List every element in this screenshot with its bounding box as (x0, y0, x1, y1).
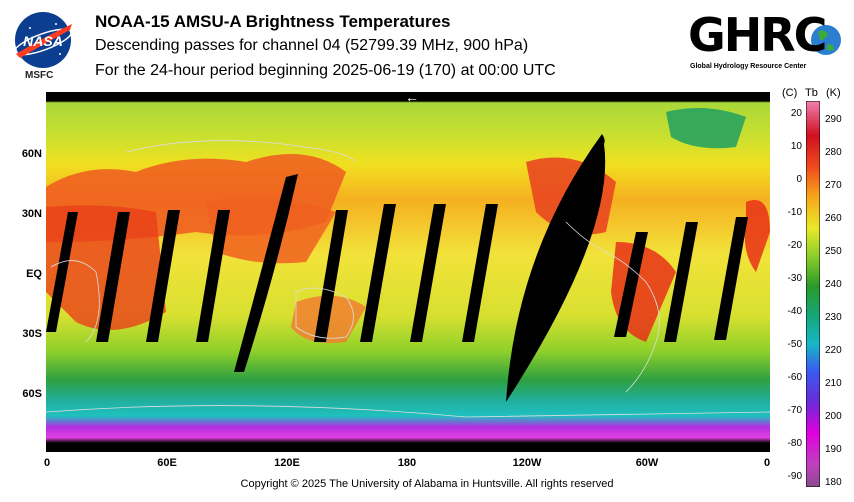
colorbar-celsius-tick: -80 (787, 438, 802, 449)
lon-label-120w: 120W (512, 457, 542, 469)
lon-label-120e: 120E (274, 457, 300, 469)
colorbar-kelvin-tick: 280 (825, 147, 842, 158)
colorbar-celsius-tick: 10 (790, 141, 802, 152)
colorbar-celsius-tick: -40 (787, 306, 802, 317)
colorbar-celsius-tick: 20 (790, 108, 802, 119)
colorbar-kelvin-tick: 290 (825, 114, 842, 125)
colorbar-unit-kelvin: (K) (826, 87, 841, 99)
nasa-logo: NASA (12, 10, 76, 84)
colorbar-kelvin-tick: 180 (825, 477, 842, 488)
colorbar-celsius-tick: -70 (787, 405, 802, 416)
colorbar-kelvin-tick: 250 (825, 246, 842, 257)
ghrc-logo (686, 10, 848, 76)
chart-title: NOAA-15 AMSU-A Brightness Temperatures (95, 12, 451, 31)
colorbar-kelvin-tick: 230 (825, 312, 842, 323)
colorbar-kelvin-tick: 210 (825, 378, 842, 389)
lon-label-180: 180 (397, 457, 417, 469)
brightness-temperature-map (45, 92, 771, 452)
colorbar-kelvin-tick: 200 (825, 411, 842, 422)
msfc-label: MSFC (25, 70, 54, 81)
colorbar-celsius-tick: -20 (787, 240, 802, 251)
lat-label-60n: 60N (21, 148, 42, 160)
colorbar-kelvin-tick: 260 (825, 213, 842, 224)
direction-arrow-icon: ← (405, 89, 419, 105)
ghrc-wordmark: GHRC (688, 8, 827, 62)
lat-label-30s: 30S (22, 328, 42, 340)
colorbar-title: Tb (805, 87, 818, 99)
colorbar-celsius-tick: -60 (787, 372, 802, 383)
colorbar-kelvin-tick: 220 (825, 345, 842, 356)
lon-label-0-right: 0 (763, 457, 771, 469)
lat-label-eq: EQ (26, 268, 42, 280)
lat-label-60s: 60S (22, 388, 42, 400)
lon-label-60e: 60E (157, 457, 177, 469)
lon-label-60w: 60W (635, 457, 659, 469)
lon-label-0-left: 0 (43, 457, 51, 469)
colorbar (805, 100, 821, 488)
colorbar-celsius-tick: -90 (787, 471, 802, 482)
colorbar-kelvin-tick: 270 (825, 180, 842, 191)
colorbar-unit-celsius: (C) (782, 87, 798, 99)
colorbar-kelvin-tick: 190 (825, 444, 842, 455)
ghrc-subtitle: Global Hydrology Resource Center (690, 63, 807, 70)
colorbar-celsius-tick: 0 (796, 174, 802, 185)
chart-subtitle: Descending passes for channel 04 (52799.… (95, 37, 529, 54)
svg-text:NASA: NASA (23, 33, 63, 49)
colorbar-celsius-tick: -30 (787, 273, 802, 284)
lat-label-30n: 30N (21, 208, 42, 220)
chart-period: For the 24-hour period beginning 2025-06… (95, 62, 556, 79)
colorbar-celsius-tick: -50 (787, 339, 802, 350)
copyright-notice: Copyright © 2025 The University of Alaba… (240, 478, 614, 490)
colorbar-kelvin-tick: 240 (825, 279, 842, 290)
colorbar-celsius-tick: -10 (787, 207, 802, 218)
